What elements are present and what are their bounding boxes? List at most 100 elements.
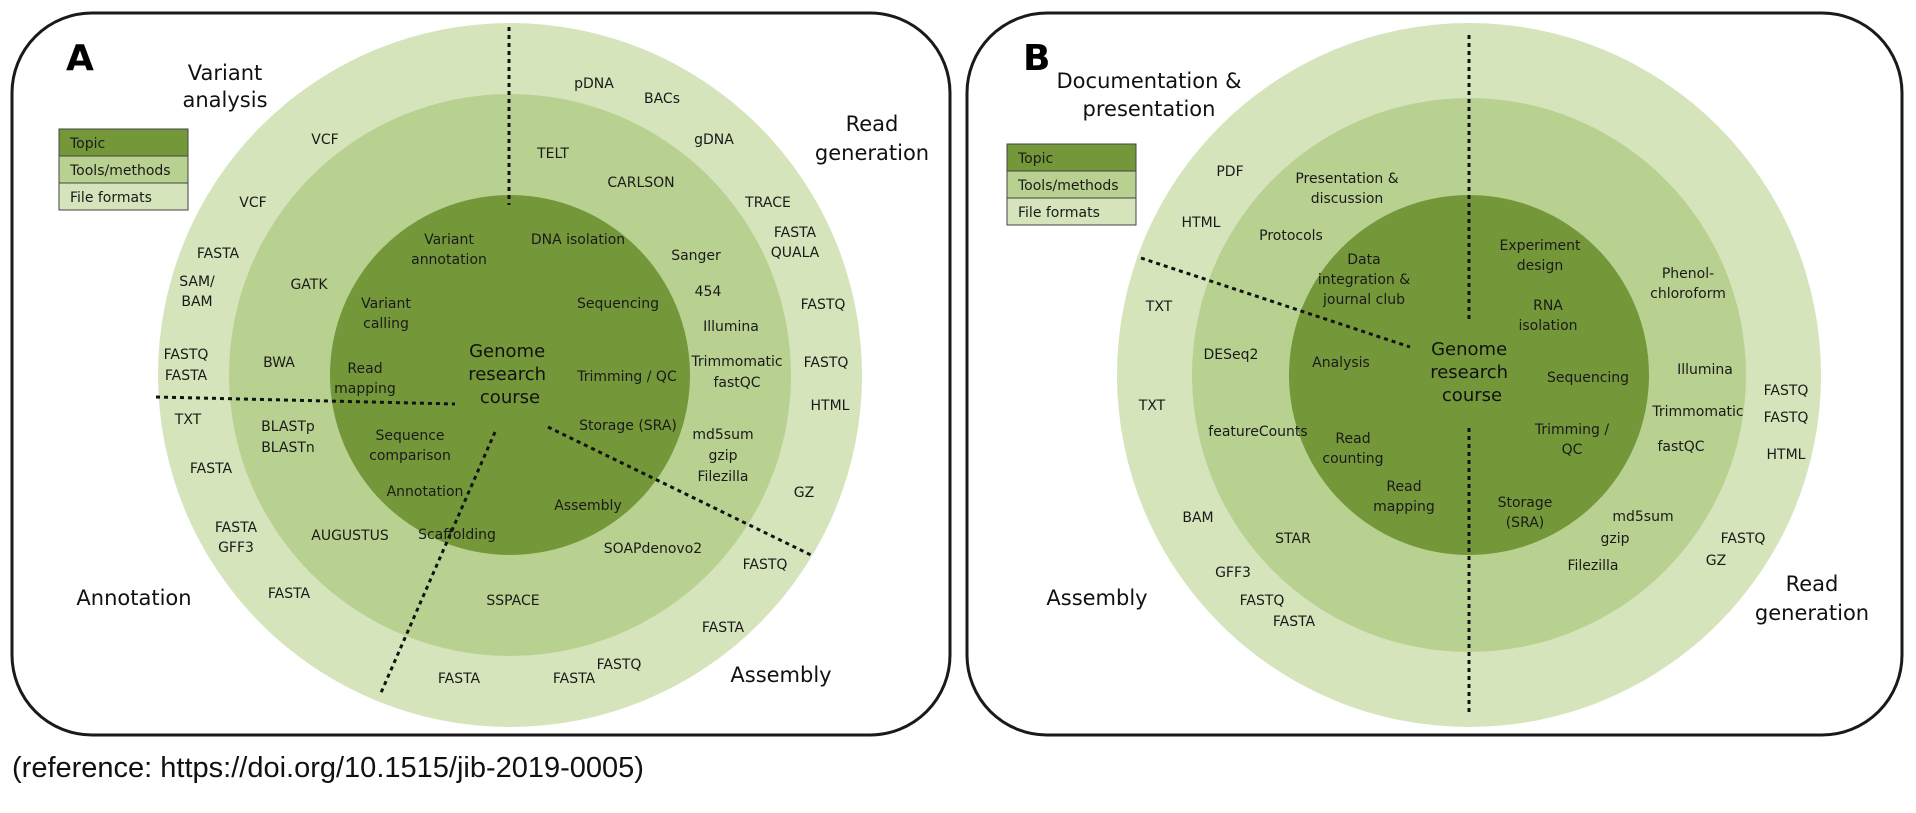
tool-label: fastQC: [1657, 439, 1704, 455]
file-format-label: FASTA: [197, 246, 240, 262]
sector-label: Annotation: [76, 586, 191, 610]
tool-label: TELT: [536, 146, 569, 162]
tool-label: SSPACE: [486, 593, 539, 609]
tool-label: Presentation & discussion: [1295, 171, 1398, 207]
file-format-label: HTML: [811, 398, 850, 414]
file-format-label: FASTQ FASTA: [164, 347, 209, 384]
file-format-label: TXT: [1145, 299, 1173, 315]
topic-label: Storage (SRA): [579, 418, 677, 434]
tool-label: BWA: [263, 355, 295, 371]
legend-swatch-files: [1006, 197, 1137, 226]
topic-label: Variant annotation: [411, 232, 487, 268]
file-format-label: FASTQ: [801, 297, 846, 313]
sector-label: Assembly: [730, 663, 831, 687]
topic-label: Data integration & journal club: [1318, 252, 1410, 308]
tool-label: Filezilla: [1567, 558, 1618, 574]
topic-label: Variant calling: [361, 296, 411, 332]
topic-label: Annotation: [387, 484, 464, 500]
tool-label: Trimmomatic: [1651, 404, 1743, 420]
topic-label: Sequence comparison: [369, 428, 451, 464]
file-format-label: FASTQ: [804, 355, 849, 371]
panel-a-inner-core: [330, 195, 690, 555]
panel-a-center-label: Genome research course: [468, 341, 552, 408]
file-format-label: FASTA: [553, 671, 596, 687]
file-format-label: FASTA: [1273, 614, 1316, 630]
tool-label: Trimmomatic fastQC: [690, 354, 782, 391]
topic-label: Sequencing: [1547, 370, 1629, 386]
topic-label: Trimming / QC: [576, 369, 677, 385]
tool-label: GATK: [290, 277, 328, 293]
panel-b-inner-core: [1289, 195, 1649, 555]
file-format-label: TXT: [174, 412, 202, 428]
file-format-label: VCF: [311, 132, 338, 148]
file-format-label: FASTA GFF3: [215, 520, 258, 556]
panel-b-legend: Topic Tools/methods File formats: [1006, 143, 1137, 226]
panel-b-center-label: Genome research course: [1430, 339, 1514, 406]
tool-label: md5sum gzip Filezilla: [692, 427, 753, 485]
file-format-label: HTML: [1182, 215, 1221, 231]
tool-label: Protocols: [1259, 228, 1323, 244]
tool-label: Phenol-chloroform: [1650, 266, 1726, 302]
file-format-label: BAM: [1182, 510, 1213, 526]
legend-label-tools: Tools/methods: [1017, 178, 1119, 194]
topic-label: Storage (SRA): [1498, 495, 1553, 531]
file-format-label: HTML: [1767, 447, 1806, 463]
file-format-label: BACs: [644, 91, 680, 107]
sector-label: Read generation: [815, 112, 929, 165]
sector-label: Variant analysis: [182, 61, 267, 112]
file-format-label: FASTQ: [1240, 593, 1285, 609]
topic-label: Read counting: [1322, 431, 1383, 467]
file-format-label: SAM/BAM: [179, 274, 215, 310]
sector-label: Documentation & presentation: [1057, 69, 1242, 121]
topic-label: Analysis: [1312, 355, 1370, 371]
panel-a-divider-lower-right: [547, 425, 814, 558]
file-format-label: gDNA: [694, 132, 734, 148]
file-format-label: FASTA: [702, 620, 745, 636]
legend-swatch-topic: [1006, 143, 1137, 172]
topic-label: Assembly: [554, 498, 621, 514]
tool-label: BLASTp BLASTn: [261, 419, 315, 456]
file-format-label: PDF: [1216, 164, 1243, 180]
topic-label: Experiment design: [1500, 238, 1581, 274]
tool-label: Sanger: [671, 248, 721, 264]
legend-label-topic: Topic: [69, 136, 105, 152]
topic-label: Scaffolding: [418, 527, 496, 543]
tool-label: Illumina: [703, 319, 759, 335]
file-format-label: FASTQ: [743, 557, 788, 573]
topic-label: Read mapping: [334, 361, 396, 397]
file-format-label: FASTA: [190, 461, 233, 477]
sector-label: Assembly: [1046, 586, 1147, 610]
panel-b-letter: B: [1023, 38, 1050, 79]
tool-label: featureCounts: [1208, 424, 1307, 440]
legend-swatch-files: [58, 182, 189, 211]
reference-caption: (reference: https://doi.org/10.1515/jib-…: [12, 752, 644, 784]
panel-a: A Topic Tools/methods File formats Genom…: [10, 11, 952, 737]
sector-label: Read generation: [1755, 572, 1869, 625]
file-format-label: FASTQ FASTQ: [1764, 383, 1809, 426]
tool-label: SOAPdenovo2: [604, 541, 702, 557]
tool-label: 454: [695, 284, 722, 300]
topic-label: Read mapping: [1373, 479, 1435, 515]
tool-label: Illumina: [1677, 362, 1733, 378]
topic-label: Trimming / QC: [1534, 422, 1610, 458]
file-format-label: FASTA: [268, 586, 311, 602]
panel-a-letter: A: [66, 38, 94, 79]
legend-label-tools: Tools/methods: [69, 163, 171, 179]
file-format-label: TXT: [1138, 398, 1166, 414]
tool-label: gzip: [1600, 531, 1629, 547]
file-format-label: FASTQ: [1721, 531, 1766, 547]
legend-label-topic: Topic: [1017, 151, 1053, 167]
tool-label: CARLSON: [607, 175, 674, 191]
file-format-label: FASTQ: [597, 657, 642, 673]
legend-label-files: File formats: [1018, 205, 1100, 221]
panel-a-legend: Topic Tools/methods File formats: [58, 128, 189, 211]
file-format-label: GZ: [794, 485, 814, 501]
file-format-label: FASTA QUALA: [771, 225, 820, 261]
tool-label: DESeq2: [1204, 347, 1259, 363]
file-format-label: VCF: [239, 195, 266, 211]
panel-a-divider-left: [155, 395, 456, 406]
topic-label: RNA isolation: [1518, 298, 1577, 334]
tool-label: md5sum: [1612, 509, 1673, 525]
tool-label: AUGUSTUS: [311, 528, 389, 544]
